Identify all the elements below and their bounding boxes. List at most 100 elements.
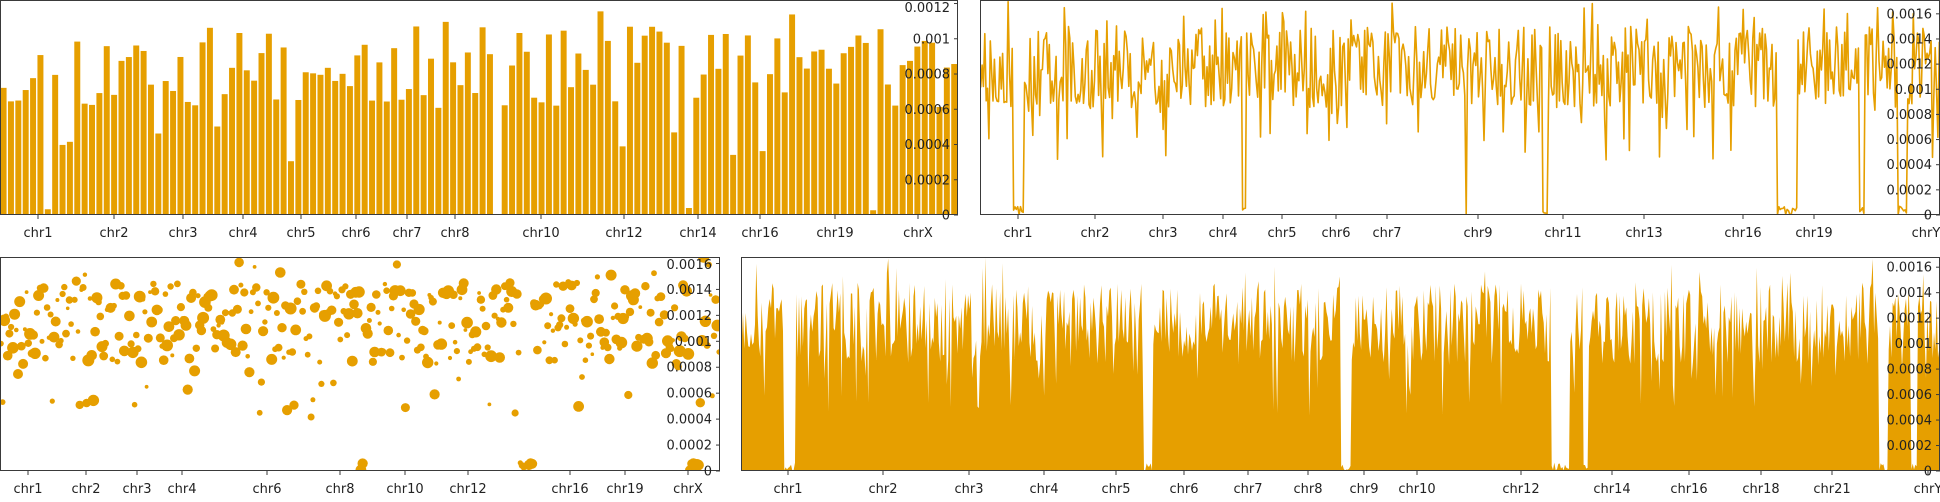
bar <box>464 52 471 215</box>
scatter-point <box>334 317 344 327</box>
scatter-point <box>343 308 355 320</box>
scatter-point <box>372 290 381 299</box>
scatter-point <box>631 340 643 352</box>
x-tick-label: chr2 <box>71 482 100 497</box>
scatter-point <box>219 320 225 325</box>
x-tick-label: chr5 <box>1101 482 1130 497</box>
scatter-point <box>401 307 407 313</box>
scatter-point <box>14 296 26 308</box>
bar <box>0 87 7 215</box>
scatter-point <box>195 293 201 299</box>
scatter-point <box>290 324 302 336</box>
bar <box>361 44 368 215</box>
scatter-point <box>13 369 23 379</box>
x-tick-label: chr21 <box>1813 482 1850 497</box>
scatter-point <box>135 356 148 369</box>
bar <box>914 46 921 215</box>
scatter-point <box>144 384 149 389</box>
x-tick-label: chr18 <box>1742 482 1779 497</box>
bar <box>737 55 744 215</box>
y-tick-label: 0.0008 <box>1887 363 1933 378</box>
bar <box>929 42 936 215</box>
scatter-point <box>244 367 255 378</box>
scatter-point <box>154 305 163 315</box>
scatter-point <box>533 345 542 355</box>
bar <box>133 45 140 215</box>
scatter-point <box>630 288 641 299</box>
scatter-point <box>234 257 244 268</box>
scatter-point <box>5 329 14 338</box>
bar <box>774 38 781 215</box>
scatter-point <box>342 283 349 290</box>
scatter-point <box>375 309 381 315</box>
scatter-point <box>3 313 9 320</box>
bar <box>722 33 729 215</box>
x-tick-label: chr9 <box>1349 482 1378 497</box>
x-tick-label: chr8 <box>1293 482 1322 497</box>
x-tick-label: chr19 <box>1795 226 1832 241</box>
scatter-point <box>693 459 704 471</box>
x-tick-label: chr2 <box>1080 226 1109 241</box>
bar <box>155 133 162 215</box>
scatter-point <box>162 291 169 297</box>
scatter-point <box>437 320 442 325</box>
scatter-point <box>527 458 538 469</box>
x-tick-label: chr12 <box>1502 482 1539 497</box>
scatter-point <box>603 343 612 352</box>
x-tick-label: chr1 <box>773 482 802 497</box>
scatter-point <box>184 353 195 364</box>
scatter-point <box>453 348 460 355</box>
scatter-point <box>477 291 481 295</box>
bar <box>391 48 398 215</box>
x-tick-label: chr4 <box>1208 226 1237 241</box>
bar <box>30 78 37 215</box>
scatter-point <box>29 347 41 359</box>
scatter-point <box>558 281 568 291</box>
y-tick-label: 0.0004 <box>1887 158 1933 173</box>
scatter-point <box>503 302 514 313</box>
bar <box>184 101 191 215</box>
bar <box>258 53 265 215</box>
y-tick-label: 0.0002 <box>1887 439 1933 454</box>
scatter-point <box>161 339 174 352</box>
scatter-point <box>465 358 472 365</box>
y-tick-label: 0.0002 <box>1887 183 1933 198</box>
bar <box>693 97 700 215</box>
bar <box>111 94 118 215</box>
scatter-point <box>512 289 522 299</box>
scatter-point <box>491 312 498 319</box>
bar <box>199 42 206 215</box>
scatter-point <box>0 399 6 405</box>
scatter-point <box>461 316 473 329</box>
series-line <box>980 0 1940 215</box>
data-marks <box>741 257 1940 471</box>
scatter-point <box>594 274 601 280</box>
bar <box>936 106 943 215</box>
scatter-point <box>163 321 175 332</box>
scatter-point <box>50 316 61 327</box>
scatter-point <box>119 345 130 357</box>
y-tick-label: 0.001 <box>1895 83 1932 98</box>
scatter-point <box>641 282 650 291</box>
scatter-point <box>703 341 711 349</box>
scatter-point <box>602 328 610 337</box>
scatter-point <box>28 330 38 340</box>
bar <box>833 83 840 215</box>
bar <box>221 94 228 215</box>
x-tick-label: chr3 <box>954 482 983 497</box>
scatter-point <box>232 304 242 314</box>
scatter-point <box>182 384 193 395</box>
scatter-point <box>383 287 390 295</box>
bar <box>789 14 796 215</box>
x-tick-label: chr13 <box>1625 226 1662 241</box>
scatter-point <box>551 356 558 364</box>
scatter-point <box>605 269 617 281</box>
bar <box>870 210 877 215</box>
scatter-point <box>18 358 29 369</box>
bar <box>140 50 147 215</box>
scatter-point <box>281 355 286 360</box>
scatter-point <box>413 303 425 316</box>
bar <box>450 62 457 215</box>
bar <box>354 55 361 215</box>
scatter-point <box>385 348 395 358</box>
